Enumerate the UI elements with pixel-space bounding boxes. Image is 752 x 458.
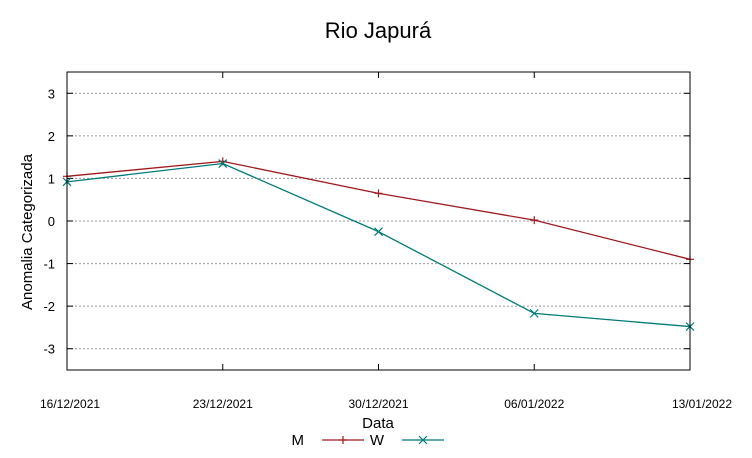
y-tick-label: -3 [43, 342, 55, 357]
y-tick-label: 2 [48, 129, 55, 144]
y-tick-label: -2 [43, 299, 55, 314]
series-layer [62, 157, 695, 332]
x-tick-label: 23/12/2021 [193, 397, 253, 411]
legend-marker-M [339, 436, 347, 444]
y-tick-label: 3 [48, 86, 55, 101]
data-point-M [374, 189, 383, 198]
data-point-M [530, 216, 539, 225]
legend-label-W: W [370, 432, 385, 449]
x-axis-ticks: 16/12/2021 23/12/2021 30/12/2021 06/01/2022… [40, 72, 732, 411]
x-tick-label: 16/12/2021 [40, 397, 100, 411]
series-line-M [66, 160, 691, 260]
data-point-W [218, 159, 228, 168]
data-point-W [529, 308, 539, 318]
series-line-W [66, 162, 691, 328]
y-tick-label: 1 [48, 171, 55, 186]
legend-label-M: M [292, 432, 305, 449]
legend-marker-W [418, 435, 428, 445]
grid [67, 92, 690, 350]
y-tick-label: -1 [43, 257, 55, 272]
data-point-W [374, 227, 383, 237]
x-tick-label: 13/01/2022 [672, 397, 732, 411]
plot-frame [66, 71, 691, 371]
x-axis-label: Data [362, 415, 394, 432]
y-tick-label: 0 [48, 214, 55, 229]
y-axis-label: Anomalia Categorizada [19, 153, 36, 310]
x-tick-label: 06/01/2022 [504, 397, 564, 411]
x-tick-label: 30/12/2021 [348, 397, 408, 411]
chart-title: Rio Japurá [325, 18, 432, 43]
